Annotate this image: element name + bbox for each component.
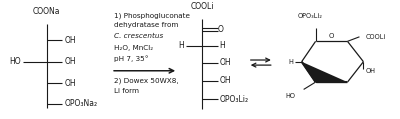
Text: C. crescentus: C. crescentus <box>114 33 164 39</box>
Polygon shape <box>302 62 348 82</box>
Text: OH: OH <box>366 68 376 74</box>
Text: H₂O, MnCl₂: H₂O, MnCl₂ <box>114 45 154 51</box>
Text: 1) Phosphogluconate: 1) Phosphogluconate <box>114 12 190 19</box>
Text: OH: OH <box>64 79 76 88</box>
Text: H: H <box>289 59 294 65</box>
Text: H: H <box>178 41 184 50</box>
Text: 2) Dowex 50WX8,: 2) Dowex 50WX8, <box>114 78 179 84</box>
Text: HO: HO <box>9 57 21 66</box>
Text: dehydratase from: dehydratase from <box>114 22 179 28</box>
Text: HO: HO <box>286 93 296 99</box>
Text: OH: OH <box>220 76 232 85</box>
Text: pH 7, 35°: pH 7, 35° <box>114 55 149 62</box>
Text: OH: OH <box>220 58 232 67</box>
Text: O: O <box>218 25 224 34</box>
Text: COONa: COONa <box>33 7 60 16</box>
Text: OH: OH <box>64 57 76 66</box>
Text: H: H <box>219 41 225 50</box>
Text: OPO₃Li₂: OPO₃Li₂ <box>297 13 322 19</box>
Text: OH: OH <box>64 36 76 45</box>
Text: COOLi: COOLi <box>366 34 386 40</box>
Text: OPO₃Li₂: OPO₃Li₂ <box>220 95 249 104</box>
Text: COOLi: COOLi <box>190 2 214 11</box>
Text: OPO₃Na₂: OPO₃Na₂ <box>64 99 98 108</box>
Text: O: O <box>329 33 334 39</box>
Text: Li form: Li form <box>114 88 139 94</box>
